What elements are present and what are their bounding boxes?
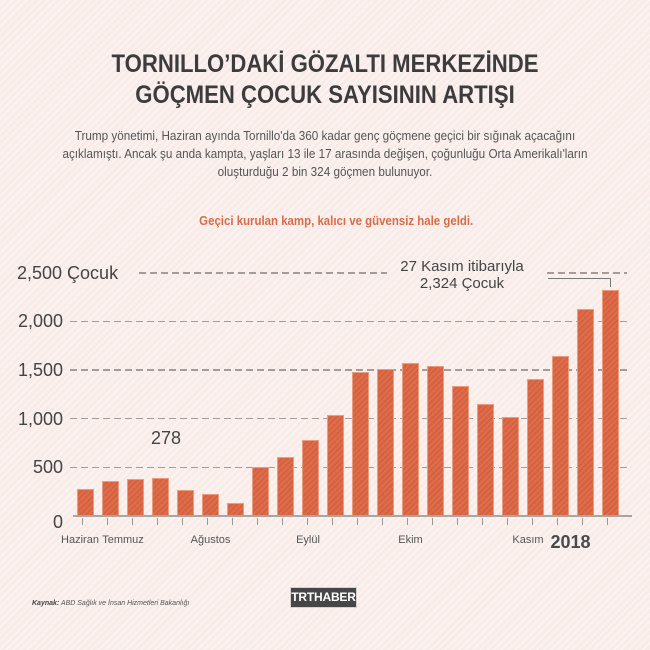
bar-21	[577, 308, 594, 516]
x-axis-tick	[457, 518, 458, 525]
bar-8	[252, 467, 269, 516]
y-axis-label-1000: 1,000	[17, 408, 63, 429]
source-text: ABD Sağlık ve İnsan Hizmetleri Bakanlığı	[60, 600, 190, 607]
x-axis-tick	[507, 518, 508, 525]
y-axis-label-2500: 2,500 Çocuk	[17, 262, 119, 283]
bar-3	[127, 479, 144, 516]
bar-13	[377, 369, 394, 516]
x-axis-tick	[132, 518, 133, 525]
chart-subtitle: Geçici kurulan kamp, kalıcı ve güvensiz …	[199, 213, 474, 228]
x-axis-tick	[107, 518, 108, 525]
x-axis-tick	[332, 518, 333, 525]
x-axis-year-label: 2018	[550, 532, 591, 552]
x-axis-month-label: Ağustos	[190, 534, 231, 546]
intro-paragraph: Trump yönetimi, Haziran ayında Tornillo'…	[33, 127, 618, 181]
gridline-2000	[70, 320, 627, 323]
bar-14	[402, 362, 419, 516]
bar-1	[77, 488, 94, 516]
intro-line-1: Trump yönetimi, Haziran ayında Tornillo'…	[74, 128, 576, 143]
bar-11	[327, 415, 344, 516]
bar-10	[302, 439, 319, 516]
bar-5	[177, 489, 194, 516]
y-axis-label-2000: 2,000	[17, 311, 63, 332]
x-axis-tick	[232, 518, 233, 525]
bar-4	[152, 478, 169, 516]
y-axis-label-1500: 1,500	[17, 360, 63, 381]
intro-line-2: açıklamıştı. Ancak şu anda kampta, yaşla…	[62, 146, 588, 161]
bar-15	[427, 366, 444, 516]
intro-line-3: oluşturduğu 2 bin 324 göçmen bulunuyor.	[217, 164, 433, 179]
x-axis-tick	[82, 518, 83, 525]
bar-12	[352, 371, 369, 516]
x-axis-month-label: Kasım	[512, 534, 544, 546]
annotation-connector-vertical	[610, 278, 611, 287]
x-axis-month-label: Eylül	[296, 534, 320, 546]
x-axis-tick	[557, 518, 558, 525]
annotation-peak-line-1: 27 Kasım itibarıyla	[400, 258, 524, 275]
bar-20	[552, 356, 569, 516]
x-axis-month-label: Temmuz	[102, 534, 144, 546]
y-axis-label-500: 500	[32, 457, 63, 478]
x-axis-month-label: Haziran	[61, 534, 99, 546]
bar-2	[102, 480, 119, 516]
x-axis-tick	[257, 518, 258, 525]
bar-22	[602, 289, 619, 516]
bar-19	[527, 378, 544, 516]
annotation-connector-horizontal	[548, 278, 611, 279]
x-axis-tick	[607, 518, 608, 525]
bar-6	[202, 493, 219, 516]
title-line-1: TORNILLO’DAKİ GÖZALTI MERKEZİNDE	[111, 50, 539, 78]
source-label: Kaynak:	[32, 600, 60, 607]
bar-17	[477, 403, 494, 516]
gridline-2500	[547, 272, 627, 274]
x-axis-tick	[582, 518, 583, 525]
bar-9	[277, 456, 294, 516]
x-axis-tick	[207, 518, 208, 525]
x-axis-line	[73, 515, 632, 517]
gridline-500	[70, 466, 627, 469]
x-axis-tick	[157, 518, 158, 525]
x-axis-tick	[357, 518, 358, 525]
annotation-peak: 27 Kasım itibarıyla 2,324 Çocuk	[382, 258, 542, 292]
x-axis-tick	[432, 518, 433, 525]
annotation-peak-line-2: 2,324 Çocuk	[419, 275, 505, 292]
x-axis-tick	[482, 518, 483, 525]
x-axis-tick	[532, 518, 533, 525]
x-axis-month-label: Ekim	[398, 534, 423, 546]
trthaber-logo: TRTHABER	[291, 588, 356, 607]
x-axis-tick	[307, 518, 308, 525]
x-axis-tick	[282, 518, 283, 525]
bar-18	[502, 417, 519, 516]
bar-16	[452, 386, 469, 516]
annotation-278: 278	[151, 428, 182, 448]
source-note: Kaynak: ABD Sağlık ve İnsan Hizmetleri B…	[32, 599, 189, 609]
gridline-2500	[139, 272, 387, 274]
gridline-1500	[70, 369, 627, 371]
x-axis-tick	[407, 518, 408, 525]
page-title: TORNILLO’DAKİ GÖZALTI MERKEZİNDE GÖÇMEN …	[37, 49, 612, 111]
x-axis-tick	[182, 518, 183, 525]
y-axis-label-0: 0	[52, 512, 63, 532]
gridline-1000	[70, 417, 627, 420]
title-line-2: GÖÇMEN ÇOCUK SAYISININ ARTIŞI	[135, 81, 515, 109]
x-axis-tick	[382, 518, 383, 525]
